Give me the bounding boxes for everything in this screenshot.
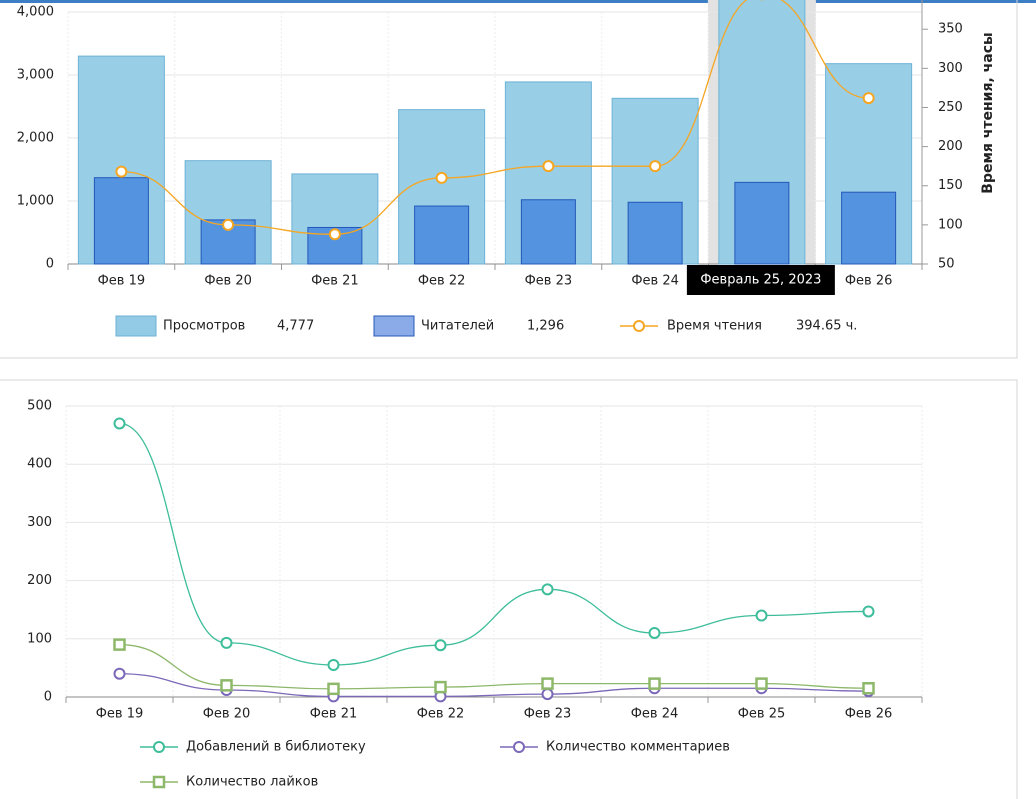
x-tick-label: Фев 24 [631,274,679,289]
point [113,417,126,430]
legend-value: 4,777 [277,319,314,334]
x-tick-label: Фев 20 [204,274,252,289]
y2-tick-label: 300 [938,61,963,76]
point [434,680,447,694]
y2-axis-label: Время чтения, часы [980,32,996,193]
y-tick-label: 3,000 [17,68,54,83]
y-tick-label: 400 [27,457,52,472]
y-tick-label: 200 [27,573,52,588]
point [755,609,768,622]
point [222,218,235,231]
legend-label: Количество лайков [186,775,318,790]
bar [627,201,683,265]
x-tick-label: Фев 22 [417,707,465,722]
bar [841,191,897,265]
y2-tick-label: 250 [938,100,963,115]
x-tick-label: Фев 21 [311,274,359,289]
bar [734,181,790,265]
x-tick-label: Фев 26 [845,707,893,722]
x-tick-label: Фев 22 [418,274,466,289]
y2-tick-label: 200 [938,139,963,154]
point [862,682,875,695]
y2-tick-label: 100 [938,217,963,232]
panel-2 [0,379,1018,799]
point [435,171,448,184]
y-tick-label: 100 [27,631,52,646]
legend-swatch [373,315,415,337]
y-tick-label: 1,000 [17,194,54,209]
point [152,775,166,789]
tooltip-text: Февраль 25, 2023 [700,273,821,288]
y-tick-label: 2,000 [17,131,54,146]
x-tick-label: Фев 23 [525,274,573,289]
point [541,688,554,701]
point [862,605,875,618]
point [649,160,662,173]
point [327,658,340,671]
point [542,160,555,173]
x-tick-label: Фев 25 [738,707,786,722]
y2-tick-label: 350 [938,22,963,37]
x-tick-label: Фев 19 [98,274,146,289]
line [119,422,869,666]
panel-1 [0,0,1018,359]
point [115,165,128,178]
x-tick-label: Фев 23 [524,707,572,722]
point [513,741,525,753]
x-tick-label: Фев 21 [310,707,358,722]
bar [414,205,470,265]
point [434,639,447,652]
point [327,682,340,696]
top-bar [0,0,1036,3]
bar [520,199,576,265]
point [113,638,126,651]
legend-value: 1,296 [527,319,564,334]
y-tick-label: 300 [27,515,52,530]
legend-swatch [115,315,157,337]
y-tick-label: 0 [44,690,52,705]
x-tick-label: Фев 20 [203,707,251,722]
point [113,667,126,680]
y-tick-label: 0 [46,257,54,272]
x-tick-label: Фев 19 [96,707,144,722]
point [220,679,233,692]
x-tick-label: Фев 26 [845,274,893,289]
legend-label: Читателей [421,319,494,334]
y2-tick-label: 150 [938,178,963,193]
point [220,636,233,649]
point [755,677,768,690]
legend-value: 394.65 ч. [796,319,857,334]
point [328,228,341,241]
tooltip-box [686,265,835,295]
y2-tick-label: 50 [938,257,955,272]
point [862,92,875,105]
point [153,741,165,753]
y-tick-label: 4,000 [17,5,54,20]
legend-label: Количество комментариев [546,740,730,755]
point [648,626,661,639]
point [541,677,554,690]
point [633,320,645,332]
x-tick-label: Фев 24 [631,707,679,722]
point [648,677,661,690]
line [121,0,869,235]
legend-label: Просмотров [163,319,245,334]
legend-label: Добавлений в библиотеку [186,740,366,755]
legend-label: Время чтения [667,319,762,334]
y-tick-label: 500 [27,399,52,414]
point [541,583,554,596]
bar [93,177,149,265]
